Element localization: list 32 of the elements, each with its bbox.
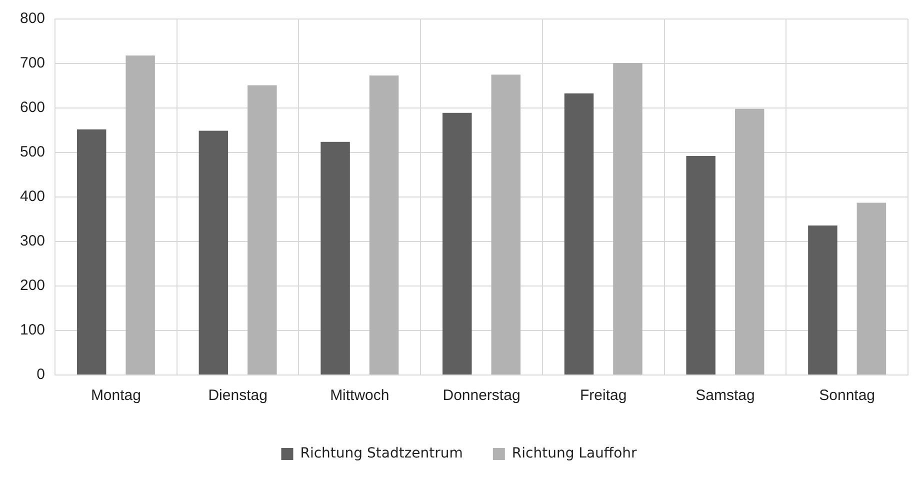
legend-label: Richtung Lauffohr <box>512 446 638 462</box>
bar <box>564 93 594 374</box>
x-tick-label: Mittwoch <box>330 387 390 404</box>
bar <box>126 55 155 374</box>
x-tick-label: Donnerstag <box>442 387 520 404</box>
bar <box>442 112 472 374</box>
y-tick-label: 400 <box>20 188 46 206</box>
bar <box>248 85 277 374</box>
bar <box>808 225 838 374</box>
y-tick-label: 600 <box>20 99 46 116</box>
y-tick-label: 500 <box>20 144 46 161</box>
x-tick-label: Samstag <box>696 387 755 404</box>
bar <box>320 142 350 374</box>
bar <box>369 76 399 374</box>
x-tick-label: Freitag <box>580 387 627 404</box>
y-tick-label: 0 <box>36 366 46 384</box>
bar <box>734 108 764 374</box>
y-tick-label: 800 <box>20 10 46 28</box>
y-tick-label: 300 <box>20 232 46 250</box>
x-tick-label: Sonntag <box>819 387 876 404</box>
x-tick-label: Montag <box>90 387 141 404</box>
y-tick-label: 700 <box>20 54 46 72</box>
bar <box>198 130 228 374</box>
y-tick-label: 100 <box>20 322 46 339</box>
bar <box>686 156 716 374</box>
bar <box>76 129 106 374</box>
bar <box>613 63 642 374</box>
bar <box>856 202 886 374</box>
x-tick-label: Dienstag <box>208 387 268 404</box>
bar <box>491 74 521 374</box>
y-tick-label: 200 <box>20 277 46 294</box>
legend-label: Richtung Stadtzentrum <box>300 446 463 462</box>
